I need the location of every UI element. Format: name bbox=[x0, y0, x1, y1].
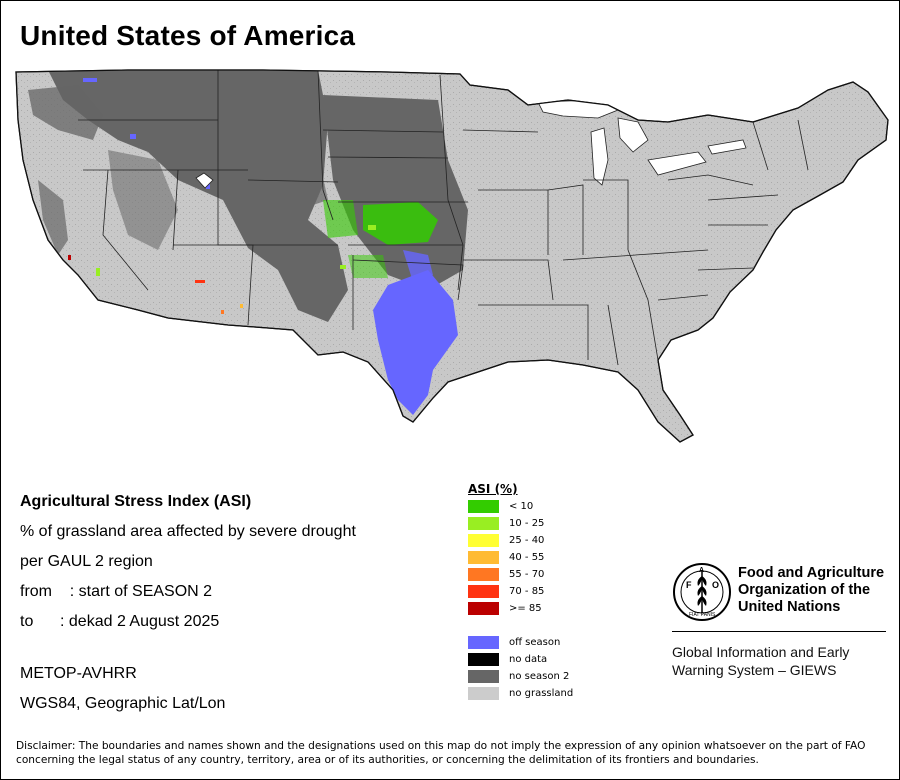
legend-swatch bbox=[468, 602, 499, 615]
legend-swatch bbox=[468, 534, 499, 547]
index-heading: Agricultural Stress Index (ASI) bbox=[20, 493, 252, 510]
legend-item: 40 - 55 bbox=[468, 549, 573, 566]
legend-swatch bbox=[468, 687, 499, 700]
asi-high-areas bbox=[68, 255, 243, 314]
fao-name-line2: Organization of the bbox=[738, 582, 871, 598]
legend-item: 10 - 25 bbox=[468, 515, 573, 532]
usa-outline bbox=[15, 69, 889, 443]
legend-label: 55 - 70 bbox=[509, 569, 545, 580]
svg-text:F: F bbox=[686, 580, 692, 590]
legend-swatch bbox=[468, 585, 499, 598]
map-legend: ASI (%) < 10 10 - 25 25 - 40 40 - 55 55 - 70… bbox=[468, 482, 573, 702]
legend-label: no data bbox=[509, 654, 548, 665]
legend-swatch bbox=[468, 517, 499, 530]
state-boundaries bbox=[78, 70, 809, 366]
svg-text:FIAT PANIS: FIAT PANIS bbox=[689, 612, 716, 618]
legend-swatch bbox=[468, 568, 499, 581]
legend-label: off season bbox=[509, 637, 561, 648]
fao-organization-name: Food and Agriculture Organization of the… bbox=[738, 565, 884, 616]
period-from: from : start of SEASON 2 bbox=[20, 583, 213, 600]
legend-swatch bbox=[468, 636, 499, 649]
off-season-areas bbox=[83, 78, 458, 415]
fao-name-line1: Food and Agriculture bbox=[738, 565, 885, 581]
legend-label: < 10 bbox=[509, 501, 534, 512]
legend-swatch bbox=[468, 500, 499, 513]
legend-item: 70 - 85 bbox=[468, 583, 573, 600]
legend-item: no season 2 bbox=[468, 668, 573, 685]
giews-line1: Global Information and Early bbox=[672, 644, 850, 660]
legend-label: 25 - 40 bbox=[509, 535, 545, 546]
legend-label: no grassland bbox=[509, 688, 574, 699]
legend-label: >= 85 bbox=[509, 603, 542, 614]
map-info-block: Agricultural Stress Index (ASI) % of gra… bbox=[20, 487, 356, 719]
legend-item: 55 - 70 bbox=[468, 566, 573, 583]
fao-name-line3: United Nations bbox=[738, 599, 841, 615]
projection-label: WGS84, Geographic Lat/Lon bbox=[20, 695, 226, 712]
legend-item: >= 85 bbox=[468, 600, 573, 617]
legend-item: < 10 bbox=[468, 498, 573, 515]
legend-item: off season bbox=[468, 634, 573, 651]
legend-label: 40 - 55 bbox=[509, 552, 545, 563]
legend-item: 25 - 40 bbox=[468, 532, 573, 549]
svg-text:O: O bbox=[712, 580, 719, 590]
legend-label: no season 2 bbox=[509, 671, 570, 682]
region-level: per GAUL 2 region bbox=[20, 553, 153, 570]
svg-text:A: A bbox=[699, 567, 704, 574]
legend-label: 70 - 85 bbox=[509, 586, 545, 597]
period-to: to : dekad 2 August 2025 bbox=[20, 613, 220, 630]
legend-item: no grassland bbox=[468, 685, 573, 702]
fao-logo-icon: F O A FIAT PANIS bbox=[673, 563, 731, 621]
giews-line2: Warning System – GIEWS bbox=[672, 662, 837, 678]
legend-item: no data bbox=[468, 651, 573, 668]
divider bbox=[672, 631, 886, 632]
index-description: % of grassland area affected by severe d… bbox=[20, 523, 356, 540]
no-season-2-areas bbox=[28, 70, 468, 322]
legend-label: 10 - 25 bbox=[509, 518, 545, 529]
map-title: United States of America bbox=[20, 20, 356, 51]
sensor-label: METOP-AVHRR bbox=[20, 665, 137, 682]
disclaimer-text: Disclaimer: The boundaries and names sho… bbox=[16, 740, 866, 766]
legend-swatch bbox=[468, 551, 499, 564]
legend-swatch bbox=[468, 670, 499, 683]
legend-title: ASI (%) bbox=[468, 482, 518, 496]
giews-label: Global Information and Early Warning Sys… bbox=[672, 643, 849, 679]
legend-swatch bbox=[468, 653, 499, 666]
usa-asi-map bbox=[15, 69, 889, 443]
asi-10-25-areas bbox=[96, 225, 376, 276]
